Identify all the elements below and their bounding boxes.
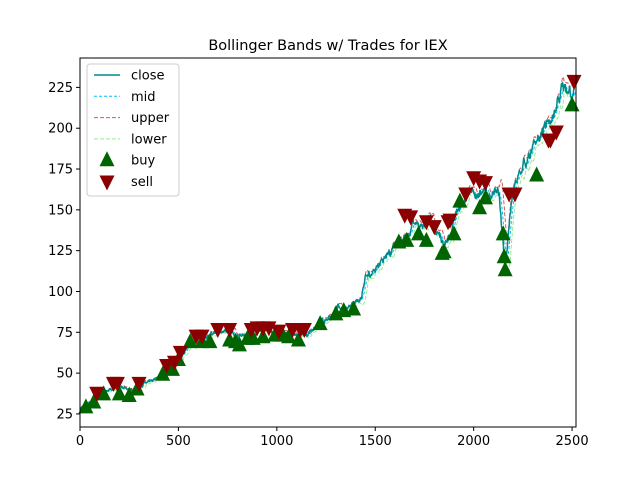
buy-marker bbox=[290, 331, 306, 347]
trade-markers bbox=[78, 74, 582, 414]
sell-marker bbox=[442, 213, 458, 229]
axes: 0 500 1000 1500 2000 2500 25 50 75 100 125 150 175 20… bbox=[48, 57, 589, 449]
plot-area bbox=[78, 74, 582, 414]
buy-marker bbox=[281, 328, 297, 344]
y-tick-label: 175 bbox=[48, 163, 73, 178]
buy-marker bbox=[165, 360, 181, 376]
buy-marker bbox=[436, 243, 452, 259]
y-tick-label: 75 bbox=[56, 326, 73, 341]
x-tick-label: 2500 bbox=[556, 434, 589, 449]
legend-buy-swatch bbox=[99, 151, 115, 167]
y-tick-label: 125 bbox=[48, 244, 73, 259]
legend-sell-label: sell bbox=[131, 175, 153, 190]
x-tick-label: 0 bbox=[76, 434, 84, 449]
sell-marker bbox=[194, 329, 210, 345]
buy-marker bbox=[155, 365, 171, 381]
sell-marker bbox=[458, 187, 474, 203]
buy-marker bbox=[121, 386, 137, 402]
sell-marker bbox=[426, 220, 442, 236]
sell-marker bbox=[566, 74, 582, 90]
plot-frame bbox=[79, 57, 577, 428]
legend-upper-label: upper bbox=[131, 111, 170, 126]
sell-marker bbox=[166, 355, 182, 371]
sell-marker bbox=[172, 345, 188, 361]
buy-marker bbox=[312, 315, 328, 331]
buy-marker bbox=[497, 261, 513, 277]
buy-marker bbox=[182, 333, 198, 349]
buy-marker bbox=[231, 336, 247, 352]
buy-marker bbox=[496, 248, 512, 264]
buy-marker bbox=[96, 385, 112, 401]
legend-buy-label: buy bbox=[131, 154, 155, 169]
sell-marker bbox=[548, 125, 564, 141]
buy-marker bbox=[472, 199, 488, 215]
buy-marker bbox=[477, 189, 493, 205]
x-tick-label: 500 bbox=[166, 434, 191, 449]
buy-marker bbox=[446, 225, 462, 241]
sell-marker bbox=[131, 376, 147, 392]
buy-marker bbox=[78, 398, 94, 414]
sell-marker bbox=[542, 133, 558, 149]
x-tick-label: 1500 bbox=[359, 434, 392, 449]
x-tick-label: 2000 bbox=[457, 434, 490, 449]
sell-marker bbox=[271, 324, 287, 340]
sell-marker bbox=[222, 323, 238, 339]
buy-marker bbox=[411, 225, 427, 241]
y-tick-label: 25 bbox=[56, 407, 73, 422]
buy-marker bbox=[418, 231, 434, 247]
y-tick-label: 150 bbox=[48, 203, 73, 218]
buy-marker bbox=[346, 300, 362, 316]
buy-marker bbox=[86, 393, 102, 409]
y-tick-label: 50 bbox=[56, 367, 73, 382]
legend-close-label: close bbox=[131, 69, 164, 84]
legend-sell-swatch bbox=[99, 175, 115, 191]
sell-marker bbox=[507, 187, 523, 203]
legend: close mid upper lower buy sell bbox=[86, 63, 180, 197]
chart-title: Bollinger Bands w/ Trades for IEX bbox=[208, 38, 447, 54]
sell-marker bbox=[418, 215, 434, 231]
sell-marker bbox=[210, 323, 226, 339]
x-tick-label: 1000 bbox=[260, 434, 293, 449]
sell-marker bbox=[89, 386, 105, 402]
buy-marker bbox=[111, 385, 127, 401]
sell-marker bbox=[477, 176, 493, 192]
sell-marker bbox=[109, 376, 125, 392]
buy-marker bbox=[529, 166, 545, 182]
sell-marker bbox=[296, 323, 312, 339]
buy-marker bbox=[399, 231, 415, 247]
y-tick-label: 200 bbox=[48, 122, 73, 137]
legend-lower-label: lower bbox=[131, 132, 167, 147]
sell-marker bbox=[159, 358, 175, 374]
buy-marker bbox=[495, 225, 511, 241]
y-tick-label: 100 bbox=[48, 285, 73, 300]
legend-mid-label: mid bbox=[131, 90, 156, 105]
y-tick-label: 225 bbox=[48, 81, 73, 96]
sell-marker bbox=[403, 210, 419, 226]
buy-marker bbox=[452, 192, 468, 208]
buy-marker bbox=[202, 333, 218, 349]
